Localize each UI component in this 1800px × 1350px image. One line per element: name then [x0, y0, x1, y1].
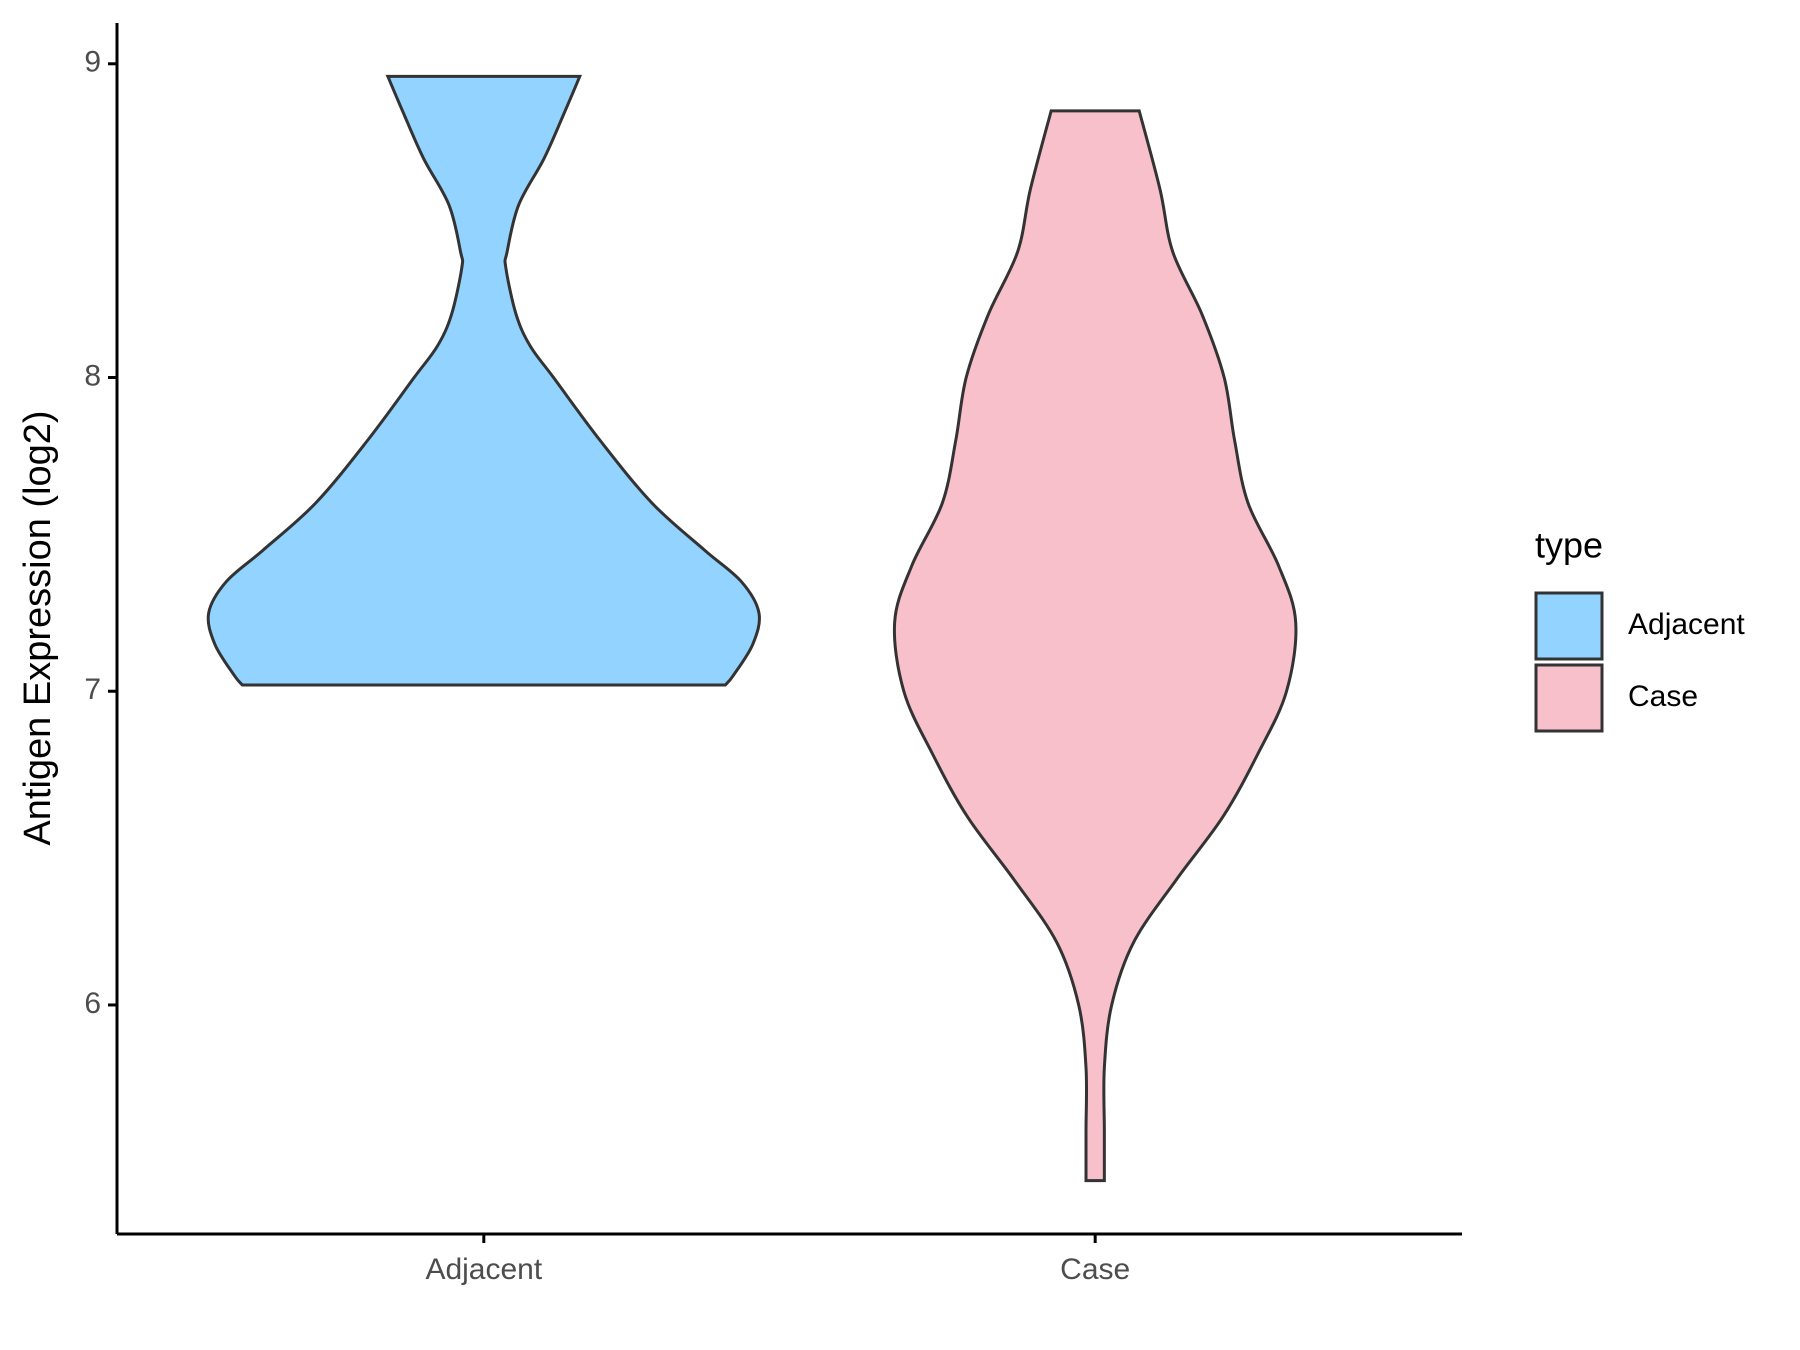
legend-label: Case	[1628, 680, 1698, 713]
legend-key	[1534, 663, 1604, 733]
y-tick-label: 8	[84, 359, 101, 392]
legend-key	[1534, 591, 1604, 661]
y-tick-label: 9	[84, 46, 101, 79]
violin	[892, 109, 1298, 1183]
legend-label: Adjacent	[1628, 608, 1745, 641]
x-tick-label: Case	[1060, 1253, 1130, 1286]
y-tick-label: 7	[84, 673, 101, 706]
legend-title: type	[1535, 525, 1603, 566]
x-tick-label: Adjacent	[425, 1253, 542, 1286]
violin	[206, 74, 761, 687]
y-axis-label: Antigen Expression (log2)	[17, 410, 59, 845]
y-tick-label: 6	[84, 987, 101, 1020]
